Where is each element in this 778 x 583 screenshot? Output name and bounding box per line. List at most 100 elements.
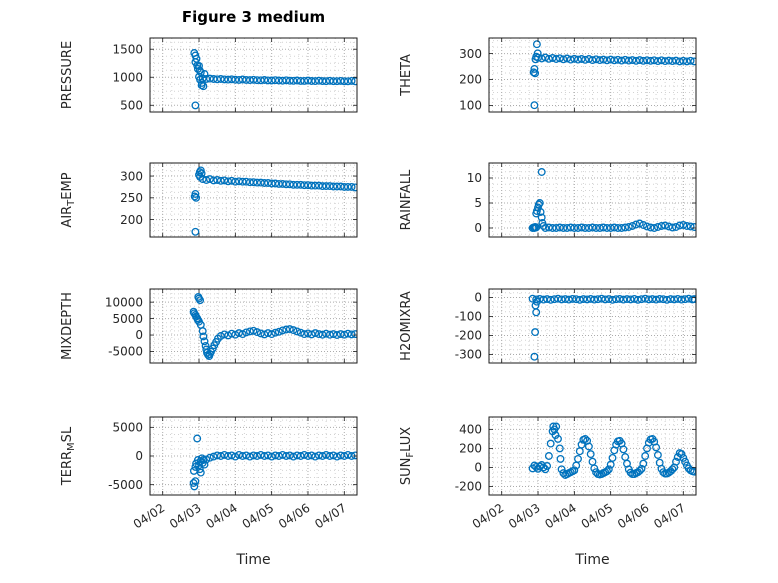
svg-text:04/05: 04/05 <box>240 501 277 532</box>
subplot-air-temp: 200 250 300 AIRTEMP <box>55 157 365 243</box>
minor-gridlines <box>489 417 696 495</box>
svg-text:04/04: 04/04 <box>203 501 240 532</box>
svg-text:5: 5 <box>474 196 482 210</box>
figure-title: Figure 3 medium <box>181 8 326 26</box>
svg-text:04/03: 04/03 <box>506 501 543 532</box>
axes-box <box>488 37 697 113</box>
svg-text:1000: 1000 <box>112 70 143 84</box>
svg-text:04/07: 04/07 <box>651 501 688 532</box>
minor-gridlines <box>150 163 357 237</box>
y-tick-labels: -5000 0 5000 10000 <box>105 295 143 358</box>
svg-text:200: 200 <box>459 442 482 456</box>
plot-airtemp: 200 250 300 AIRTEMP <box>60 162 358 238</box>
y-tick-labels: 200 250 300 <box>120 169 143 227</box>
major-gridlines <box>150 289 357 363</box>
svg-text:0: 0 <box>135 449 143 463</box>
svg-text:0: 0 <box>474 291 482 305</box>
plot-sunflux: -200 0 200 400 04/02 04/03 04/04 04/05 04/06 04/0… <box>399 416 697 532</box>
svg-text:400: 400 <box>459 423 482 437</box>
y-tick-labels: 500 1000 1500 <box>112 42 143 112</box>
minor-gridlines <box>489 38 696 113</box>
minor-gridlines <box>150 289 357 363</box>
subplot-terr-msl: -5000 0 5000 04/02 04/03 04/04 04/05 04/06 04/07… <box>55 411 365 556</box>
subplot-pressure: 500 1000 1500 PRESSURE <box>55 32 365 118</box>
y-axis-label: AIRTEMP <box>60 172 77 227</box>
subplot-h2omixra: -300 -200 -100 0 H2OMIXRA <box>394 283 704 369</box>
x-axis-label-left: Time <box>236 552 271 568</box>
axes-box <box>488 416 697 496</box>
svg-text:-100: -100 <box>455 310 482 324</box>
minor-gridlines <box>489 163 696 237</box>
svg-text:0: 0 <box>135 328 143 342</box>
svg-text:04/03: 04/03 <box>167 501 204 532</box>
subplot-theta: 100 200 300 THETA <box>394 32 704 118</box>
svg-text:04/02: 04/02 <box>131 501 168 532</box>
svg-text:04/06: 04/06 <box>276 501 313 532</box>
plot-h2omixra: -300 -200 -100 0 H2OMIXRA <box>399 288 697 364</box>
svg-text:04/04: 04/04 <box>542 501 579 532</box>
tick-marks <box>489 289 696 363</box>
svg-text:100: 100 <box>459 99 482 113</box>
data-markers <box>190 49 357 110</box>
x-tick-labels: 04/02 04/03 04/04 04/05 04/06 04/07 <box>470 501 688 532</box>
svg-text:500: 500 <box>120 98 143 112</box>
y-axis-label: THETA <box>399 54 414 97</box>
minor-gridlines <box>489 289 696 363</box>
svg-text:10000: 10000 <box>105 295 143 309</box>
svg-text:04/05: 04/05 <box>579 501 616 532</box>
y-axis-label: PRESSURE <box>60 41 75 109</box>
svg-text:-200: -200 <box>455 480 482 494</box>
svg-text:-5000: -5000 <box>108 345 143 359</box>
svg-text:10: 10 <box>467 171 482 185</box>
data-markers <box>189 434 357 491</box>
axes-box <box>488 162 697 238</box>
plot-terrmsl: -5000 0 5000 04/02 04/03 04/04 04/05 04/06 04/07… <box>60 416 358 532</box>
svg-text:200: 200 <box>459 73 482 87</box>
data-markers <box>528 294 696 361</box>
plot-pressure: 500 1000 1500 PRESSURE <box>60 37 358 113</box>
axes-box <box>149 162 358 238</box>
y-axis-label: TERRMSL <box>60 426 77 486</box>
svg-text:-5000: -5000 <box>108 478 143 492</box>
y-axis-label: H2OMIXRA <box>399 291 414 361</box>
tick-marks <box>150 38 357 112</box>
y-axis-label: RAINFALL <box>399 169 414 230</box>
svg-text:0: 0 <box>474 221 482 235</box>
x-tick-labels: 04/02 04/03 04/04 04/05 04/06 04/07 <box>131 501 349 532</box>
tick-marks <box>150 163 357 237</box>
tick-marks <box>489 38 696 112</box>
major-gridlines <box>489 417 696 495</box>
y-tick-labels: -200 0 200 400 <box>455 423 482 494</box>
axes-box <box>149 37 358 113</box>
data-markers <box>190 166 357 236</box>
svg-text:5000: 5000 <box>112 312 143 326</box>
subplot-sun-flux: -200 0 200 400 04/02 04/03 04/04 04/05 04/06 04/0… <box>394 411 704 556</box>
tick-marks <box>150 417 357 495</box>
axes-box <box>149 288 358 364</box>
svg-text:250: 250 <box>120 191 143 205</box>
data-markers <box>189 292 357 361</box>
svg-text:-200: -200 <box>455 329 482 343</box>
x-axis-label-right: Time <box>575 552 610 568</box>
y-tick-labels: 0 5 10 <box>467 171 482 235</box>
y-axis-label: SUNFLUX <box>399 427 416 485</box>
minor-gridlines <box>150 417 357 495</box>
svg-text:04/07: 04/07 <box>312 501 349 532</box>
data-markers <box>528 422 696 479</box>
svg-text:200: 200 <box>120 213 143 227</box>
svg-text:300: 300 <box>459 47 482 61</box>
tick-marks <box>489 163 696 237</box>
minor-gridlines <box>150 38 357 112</box>
svg-text:04/06: 04/06 <box>615 501 652 532</box>
plot-theta: 100 200 300 THETA <box>399 37 697 113</box>
svg-text:0: 0 <box>474 461 482 475</box>
svg-text:-300: -300 <box>455 348 482 362</box>
data-markers <box>528 168 696 232</box>
svg-text:04/02: 04/02 <box>470 501 507 532</box>
svg-text:300: 300 <box>120 169 143 183</box>
axes-box <box>488 288 697 364</box>
tick-marks <box>150 289 357 363</box>
data-markers <box>529 40 696 110</box>
plot-mixdepth: -5000 0 5000 10000 MIXDEPTH <box>60 288 358 364</box>
